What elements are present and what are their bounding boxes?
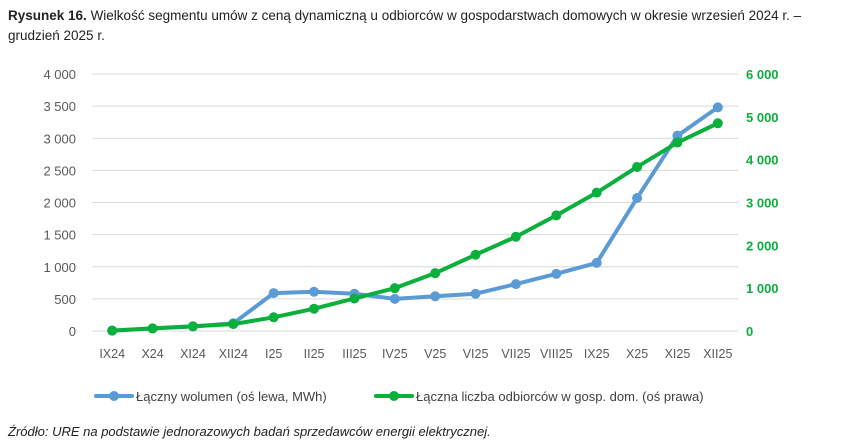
- customers-data-point: [349, 293, 360, 304]
- x-tick-label: IX24: [99, 347, 125, 361]
- x-tick-label: X25: [626, 347, 648, 361]
- y-left-tick-label: 3 500: [43, 99, 76, 114]
- y-left-tick-label: 3 000: [43, 131, 76, 146]
- volume-data-point: [268, 288, 279, 299]
- volume-data-point: [551, 268, 562, 279]
- y-left-tick-label: 0: [69, 324, 76, 339]
- chart-caption: Rysunek 16. Wielkość segmentu umów z cen…: [8, 6, 853, 46]
- y-right-tick-label: 2 000: [746, 238, 779, 253]
- y-right-tick-label: 3 000: [746, 196, 779, 211]
- volume-data-point: [430, 291, 441, 302]
- legend-volume-label: Łączny wolumen (oś lewa, MWh): [136, 389, 327, 404]
- volume-data-point: [712, 102, 723, 113]
- customers-data-point: [551, 210, 562, 221]
- volume-data-point: [591, 257, 602, 268]
- y-right-tick-label: 1 000: [746, 281, 779, 296]
- customers-data-point: [510, 231, 521, 242]
- y-left-tick-label: 1 000: [43, 260, 76, 275]
- customers-data-point: [430, 268, 441, 279]
- y-right-tick-label: 4 000: [746, 153, 779, 168]
- customers-data-point: [470, 249, 481, 260]
- customers-data-point: [147, 323, 158, 334]
- customers-data-point: [107, 325, 118, 336]
- y-left-tick-label: 2 500: [43, 163, 76, 178]
- y-left-tick-label: 1 500: [43, 228, 76, 243]
- customers-series-line: [110, 121, 720, 333]
- x-tick-label: XII25: [703, 347, 732, 361]
- x-tick-label: III25: [342, 347, 366, 361]
- y-right-tick-label: 6 000: [746, 67, 779, 82]
- customers-data-point: [672, 137, 683, 148]
- customers-data-point: [632, 161, 643, 172]
- customers-data-point: [309, 303, 320, 314]
- customers-data-point: [712, 118, 723, 129]
- y-right-tick-label: 0: [746, 324, 753, 339]
- x-tick-label: I25: [265, 347, 282, 361]
- y-left-tick-label: 4 000: [43, 67, 76, 82]
- customers-data-point: [268, 312, 279, 323]
- x-tick-label: II25: [304, 347, 325, 361]
- legend-customers-label: Łączna liczba odbiorców w gosp. dom. (oś…: [416, 389, 704, 404]
- x-tick-label: XI24: [180, 347, 206, 361]
- x-tick-label: IX25: [584, 347, 610, 361]
- legend-customers-marker: [389, 391, 399, 401]
- volume-data-point: [510, 279, 521, 290]
- x-tick-label: XI25: [665, 347, 691, 361]
- customers-data-point: [389, 283, 400, 294]
- x-tick-label: V25: [424, 347, 446, 361]
- x-tick-label: IV25: [382, 347, 408, 361]
- x-tick-label: X24: [141, 347, 163, 361]
- y-left-tick-label: 2 000: [43, 196, 76, 211]
- volume-data-point: [470, 288, 481, 299]
- volume-data-point: [389, 293, 400, 304]
- dual-axis-line-chart: 0 500 1 000 1 500 2 000 2 500 3 000 3 500 4 000 0…: [43, 67, 779, 404]
- x-tick-label: VI25: [463, 347, 489, 361]
- y-right-tick-label: 5 000: [746, 110, 779, 125]
- caption-text: Wielkość segmentu umów z ceną dynamiczną…: [8, 8, 802, 43]
- volume-data-point: [309, 286, 320, 297]
- customers-data-point: [591, 187, 602, 198]
- x-tick-label: XII24: [219, 347, 248, 361]
- x-tick-label: VII25: [501, 347, 530, 361]
- caption-label: Rysunek 16.: [8, 8, 87, 23]
- volume-series-line: [110, 105, 720, 333]
- volume-data-point: [632, 193, 643, 204]
- customers-data-point: [187, 321, 198, 332]
- x-tick-label: VIII25: [540, 347, 573, 361]
- volume-data-point: [672, 130, 683, 141]
- source-note: Źródło: URE na podstawie jednorazowych b…: [8, 424, 491, 439]
- customers-data-point: [228, 319, 239, 330]
- legend-volume-marker: [109, 391, 119, 401]
- y-left-tick-label: 500: [54, 292, 76, 307]
